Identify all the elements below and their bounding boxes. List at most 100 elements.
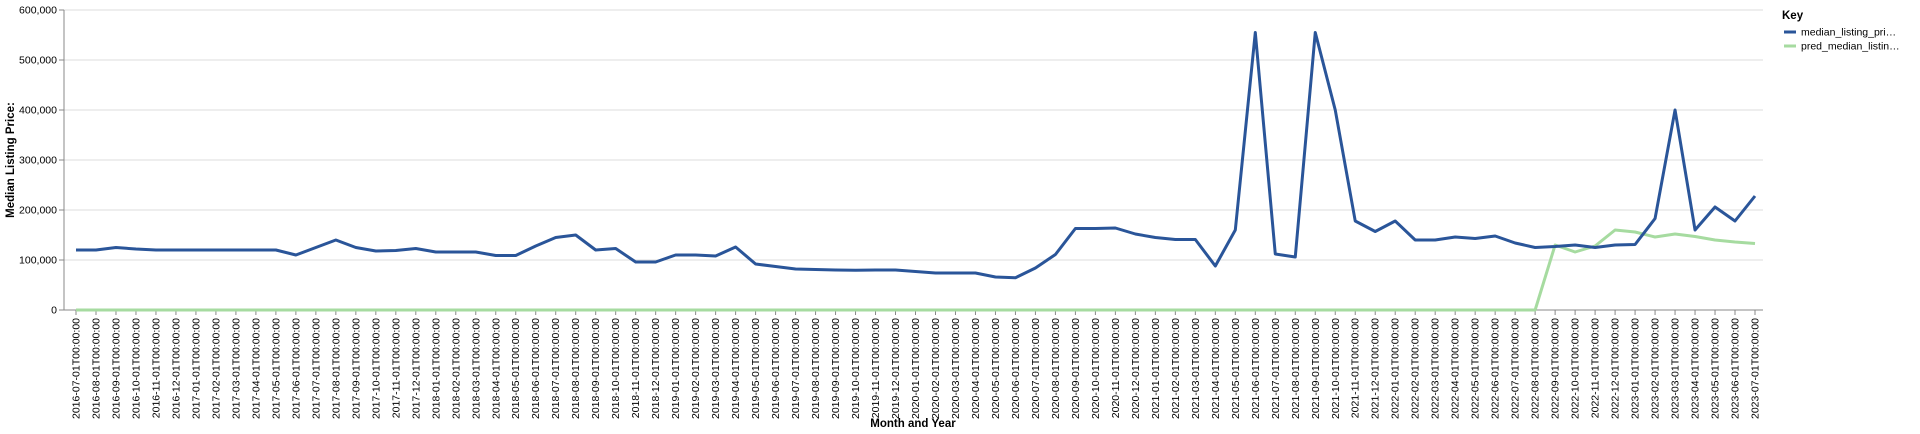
x-tick-label: 2022-02-01T00:00:00 [1410, 318, 1422, 419]
x-tick-label: 2019-09-01T00:00:00 [830, 318, 842, 419]
x-tick-label: 2017-11-01T00:00:00 [390, 318, 402, 418]
x-tick-label: 2020-08-01T00:00:00 [1050, 318, 1062, 419]
x-tick-label: 2017-10-01T00:00:00 [370, 318, 382, 419]
y-tick-label: 400,000 [19, 105, 57, 117]
x-tick-label: 2018-06-01T00:00:00 [530, 318, 542, 419]
y-tick-label: 200,000 [19, 205, 57, 217]
x-tick-label: 2018-01-01T00:00:00 [430, 318, 442, 419]
x-tick-label: 2020-05-01T00:00:00 [990, 318, 1002, 419]
x-tick-label: 2023-03-01T00:00:00 [1670, 318, 1682, 419]
x-tick-label: 2022-09-01T00:00:00 [1550, 318, 1562, 419]
x-tick-label: 2023-05-01T00:00:00 [1710, 318, 1722, 419]
x-tick-label: 2020-03-01T00:00:00 [950, 318, 962, 419]
x-tick-label: 2017-01-01T00:00:00 [190, 318, 202, 419]
x-tick-label: 2016-12-01T00:00:00 [170, 318, 182, 419]
x-tick-label: 2019-07-01T00:00:00 [790, 318, 802, 419]
x-tick-label: 2017-05-01T00:00:00 [270, 318, 282, 419]
x-tick-label: 2021-07-01T00:00:00 [1270, 318, 1282, 419]
x-tick-label: 2019-01-01T00:00:00 [670, 318, 682, 419]
line-series [76, 31, 1757, 280]
x-tick-label: 2020-12-01T00:00:00 [1130, 318, 1142, 419]
legend-title: Key [1782, 10, 1804, 22]
x-tick-label: 2019-08-01T00:00:00 [810, 318, 822, 419]
x-tick-label: 2023-01-01T00:00:00 [1630, 318, 1642, 419]
x-tick-label: 2017-04-01T00:00:00 [250, 318, 262, 419]
x-tick-label: 2018-04-01T00:00:00 [490, 318, 502, 419]
x-tick-label: 2017-09-01T00:00:00 [350, 318, 362, 419]
x-tick-label: 2020-09-01T00:00:00 [1070, 318, 1082, 419]
x-tick-label: 2016-10-01T00:00:00 [130, 318, 142, 419]
x-tick-label: 2017-02-01T00:00:00 [210, 318, 222, 419]
x-tick-label: 2021-08-01T00:00:00 [1290, 318, 1302, 419]
x-tick-label: 2016-09-01T00:00:00 [110, 318, 122, 419]
x-tick-label: 2018-09-01T00:00:00 [590, 318, 602, 419]
x-tick-label: 2021-10-01T00:00:00 [1330, 318, 1342, 419]
x-tick-label: 2021-04-01T00:00:00 [1210, 318, 1222, 419]
x-tick-label: 2022-10-01T00:00:00 [1570, 318, 1582, 419]
x-tick-label: 2017-07-01T00:00:00 [310, 318, 322, 419]
x-tick-label: 2019-04-01T00:00:00 [730, 318, 742, 419]
y-tick-label: 0 [51, 305, 57, 317]
y-tick-label: 100,000 [19, 255, 57, 267]
x-tick-label: 2018-02-01T00:00:00 [450, 318, 462, 419]
x-tick-label: 2023-07-01T00:00:00 [1750, 318, 1762, 419]
x-tick-label: 2020-04-01T00:00:00 [970, 318, 982, 419]
x-tick-label: 2021-11-01T00:00:00 [1350, 318, 1362, 418]
x-tick-label: 2020-01-01T00:00:00 [910, 318, 922, 419]
line-series [76, 228, 1756, 312]
legend-label: median_listing_pri… [1801, 27, 1896, 39]
x-tick-label: 2018-05-01T00:00:00 [510, 318, 522, 419]
x-tick-label: 2019-11-01T00:00:00 [870, 318, 882, 418]
y-tick-label: 500,000 [19, 55, 57, 67]
x-tick-label: 2022-03-01T00:00:00 [1430, 318, 1442, 419]
x-tick-label: 2020-10-01T00:00:00 [1090, 318, 1102, 419]
x-tick-label: 2017-03-01T00:00:00 [230, 318, 242, 419]
x-tick-label: 2016-08-01T00:00:00 [90, 318, 102, 419]
x-tick-label: 2022-04-01T00:00:00 [1450, 318, 1462, 419]
x-tick-label: 2021-12-01T00:00:00 [1370, 318, 1382, 419]
x-tick-label: 2018-12-01T00:00:00 [650, 318, 662, 419]
x-tick-label: 2020-11-01T00:00:00 [1110, 318, 1122, 418]
x-tick-label: 2021-03-01T00:00:00 [1190, 318, 1202, 419]
x-tick-label: 2016-11-01T00:00:00 [150, 318, 162, 418]
x-tick-label: 2019-12-01T00:00:00 [890, 318, 902, 419]
x-tick-label: 2021-01-01T00:00:00 [1150, 318, 1162, 419]
x-tick-label: 2018-10-01T00:00:00 [610, 318, 622, 419]
x-tick-label: 2020-02-01T00:00:00 [930, 318, 942, 419]
x-tick-label: 2018-03-01T00:00:00 [470, 318, 482, 419]
x-tick-label: 2022-06-01T00:00:00 [1490, 318, 1502, 419]
x-tick-label: 2020-07-01T00:00:00 [1030, 318, 1042, 419]
x-tick-label: 2020-06-01T00:00:00 [1010, 318, 1022, 419]
x-tick-label: 2022-07-01T00:00:00 [1510, 318, 1522, 419]
x-tick-label: 2021-09-01T00:00:00 [1310, 318, 1322, 419]
x-tick-label: 2021-02-01T00:00:00 [1170, 318, 1182, 419]
x-tick-label: 2022-11-01T00:00:00 [1590, 318, 1602, 418]
y-tick-label: 300,000 [19, 155, 57, 167]
x-tick-label: 2016-07-01T00:00:00 [71, 318, 83, 419]
legend-label: pred_median_listin… [1801, 41, 1900, 53]
x-axis-title: Month and Year [870, 418, 956, 430]
x-tick-label: 2023-02-01T00:00:00 [1650, 318, 1662, 419]
x-tick-label: 2022-08-01T00:00:00 [1530, 318, 1542, 419]
x-tick-label: 2017-12-01T00:00:00 [410, 318, 422, 419]
x-tick-label: 2019-10-01T00:00:00 [850, 318, 862, 419]
x-tick-label: 2021-06-01T00:00:00 [1250, 318, 1262, 419]
x-tick-label: 2017-06-01T00:00:00 [290, 318, 302, 419]
x-tick-label: 2018-08-01T00:00:00 [570, 318, 582, 419]
x-tick-label: 2023-04-01T00:00:00 [1690, 318, 1702, 419]
x-tick-label: 2021-05-01T00:00:00 [1230, 318, 1242, 419]
x-tick-label: 2019-03-01T00:00:00 [710, 318, 722, 419]
x-tick-label: 2023-06-01T00:00:00 [1730, 318, 1742, 419]
x-tick-label: 2019-06-01T00:00:00 [770, 318, 782, 419]
x-tick-label: 2019-02-01T00:00:00 [690, 318, 702, 419]
x-tick-label: 2022-01-01T00:00:00 [1390, 318, 1402, 419]
x-tick-label: 2022-12-01T00:00:00 [1610, 318, 1622, 419]
x-tick-label: 2019-05-01T00:00:00 [750, 318, 762, 419]
x-tick-label: 2018-07-01T00:00:00 [550, 318, 562, 419]
y-tick-label: 600,000 [19, 5, 57, 17]
x-tick-label: 2017-08-01T00:00:00 [330, 318, 342, 419]
x-tick-label: 2018-11-01T00:00:00 [630, 318, 642, 418]
x-tick-label: 2022-05-01T00:00:00 [1470, 318, 1482, 419]
y-axis-title: Median Listing Price: [5, 102, 17, 218]
